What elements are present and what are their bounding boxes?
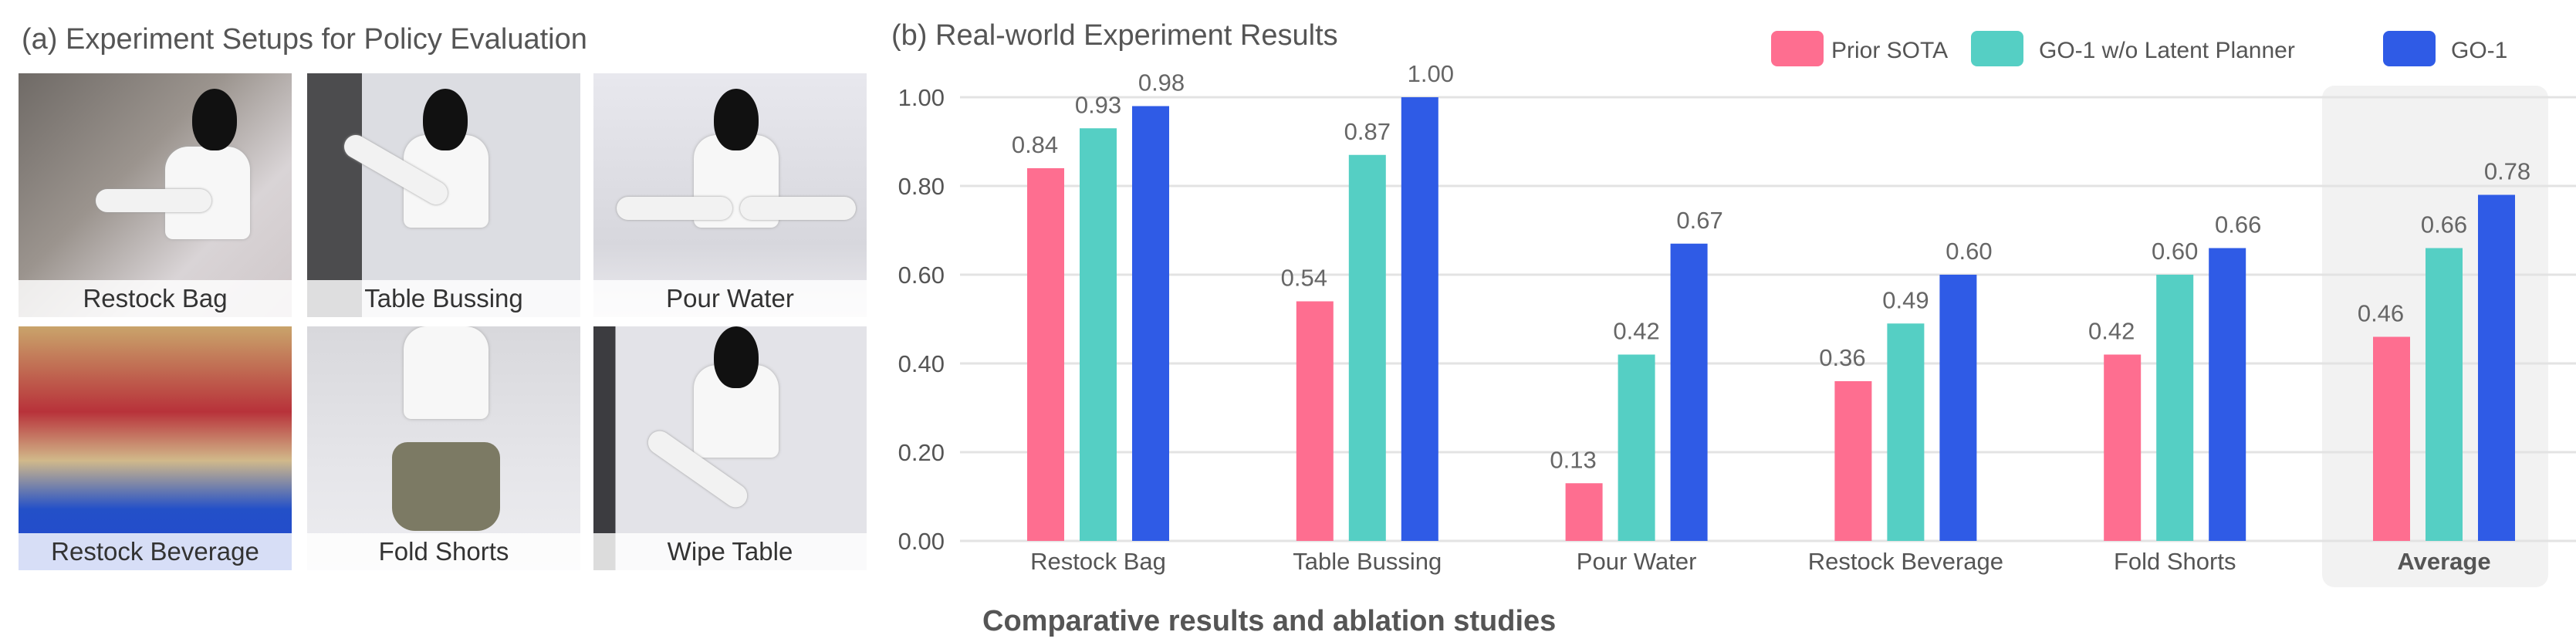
bar-go-1 bbox=[1401, 97, 1438, 541]
legend-label: Prior SOTA bbox=[1831, 38, 1948, 63]
tile-pour-water: Pour Water bbox=[593, 73, 867, 317]
x-tick-label: Average bbox=[2397, 548, 2490, 575]
bar-prior-sota bbox=[1565, 483, 1603, 541]
robot-figure bbox=[404, 326, 488, 419]
x-tick-label: Restock Bag bbox=[1030, 548, 1166, 575]
y-tick-label: 0.40 bbox=[898, 350, 945, 377]
tile-label: Fold Shorts bbox=[307, 533, 580, 570]
tile-label: Table Bussing bbox=[307, 280, 580, 317]
x-tick-label: Pour Water bbox=[1577, 548, 1697, 575]
data-label: 0.87 bbox=[1344, 118, 1391, 145]
tile-label: Restock Beverage bbox=[19, 533, 292, 570]
x-tick-label: Fold Shorts bbox=[2114, 548, 2236, 575]
robot-head bbox=[192, 89, 237, 150]
bar-go-1-w-o-latent-planner bbox=[1348, 154, 1386, 541]
data-label: 0.54 bbox=[1281, 265, 1327, 292]
legend-swatch bbox=[1771, 31, 1824, 66]
robot-arm bbox=[96, 189, 211, 212]
data-label: 0.13 bbox=[1550, 446, 1596, 473]
data-label: 0.84 bbox=[1012, 131, 1058, 158]
x-tick-label: Table Bussing bbox=[1293, 548, 1442, 575]
data-label: 1.00 bbox=[1408, 60, 1454, 87]
y-tick-label: 0.20 bbox=[898, 439, 945, 466]
bar-prior-sota bbox=[1296, 301, 1334, 541]
data-label: 0.66 bbox=[2215, 211, 2261, 238]
shorts-item bbox=[392, 442, 500, 531]
data-label: 0.67 bbox=[1676, 207, 1722, 234]
data-label: 0.66 bbox=[2421, 211, 2467, 238]
figure-caption: Comparative results and ablation studies bbox=[982, 605, 1557, 637]
bar-go-1-w-o-latent-planner bbox=[2156, 275, 2194, 541]
bar-go-1 bbox=[1132, 106, 1169, 541]
tile-fold-shorts: Fold Shorts bbox=[307, 326, 580, 570]
left-panel-title: (a) Experiment Setups for Policy Evaluat… bbox=[22, 23, 587, 56]
bar-prior-sota bbox=[1834, 381, 1872, 541]
y-tick-label: 0.60 bbox=[898, 262, 945, 289]
data-label: 0.98 bbox=[1138, 69, 1185, 96]
y-tick-label: 1.00 bbox=[898, 84, 945, 111]
bar-go-1-w-o-latent-planner bbox=[1618, 354, 1655, 541]
legend-swatch bbox=[2383, 31, 2436, 66]
y-tick-label: 0.80 bbox=[898, 173, 945, 200]
y-tick-label: 0.00 bbox=[898, 528, 945, 555]
chart-title: (b) Real-world Experiment Results bbox=[891, 19, 1338, 52]
bar-prior-sota bbox=[1027, 168, 1064, 541]
tile-label: Wipe Table bbox=[593, 533, 867, 570]
data-label: 0.60 bbox=[1946, 238, 1992, 265]
data-label: 0.46 bbox=[2358, 300, 2404, 327]
robot-head bbox=[423, 89, 468, 150]
bar-go-1 bbox=[2478, 194, 2515, 541]
tile-table-bussing: Table Bussing bbox=[307, 73, 580, 317]
tile-label: Restock Bag bbox=[19, 280, 292, 317]
legend-label: GO-1 bbox=[2451, 38, 2507, 63]
tile-label: Pour Water bbox=[593, 280, 867, 317]
data-label: 0.93 bbox=[1075, 91, 1121, 118]
robot-arm bbox=[617, 197, 732, 220]
bar-go-1-w-o-latent-planner bbox=[1887, 323, 1925, 541]
robot-head bbox=[714, 89, 759, 150]
tile-wipe-table: Wipe Table bbox=[593, 326, 867, 570]
data-label: 0.36 bbox=[1819, 344, 1865, 371]
bar-go-1 bbox=[2209, 248, 2246, 541]
legend-swatch bbox=[1971, 31, 2023, 66]
legend-label: GO-1 w/o Latent Planner bbox=[2039, 38, 2295, 63]
bar-go-1 bbox=[1939, 275, 1977, 541]
bar-go-1-w-o-latent-planner bbox=[2426, 248, 2463, 541]
data-label: 0.49 bbox=[1882, 286, 1929, 313]
tile-restock-beverage: Restock Beverage bbox=[19, 326, 292, 570]
bar-go-1 bbox=[1670, 243, 1708, 541]
robot-arm bbox=[740, 197, 856, 220]
data-label: 0.42 bbox=[1613, 318, 1659, 345]
data-label: 0.60 bbox=[2152, 238, 2198, 265]
x-tick-label: Restock Beverage bbox=[1808, 548, 2003, 575]
bar-prior-sota bbox=[2373, 336, 2410, 541]
data-label: 0.78 bbox=[2484, 158, 2530, 185]
robot-head bbox=[714, 326, 759, 388]
bar-prior-sota bbox=[2104, 354, 2142, 541]
data-label: 0.42 bbox=[2088, 318, 2135, 345]
bar-go-1-w-o-latent-planner bbox=[1080, 128, 1117, 541]
tile-restock-bag: Restock Bag bbox=[19, 73, 292, 317]
